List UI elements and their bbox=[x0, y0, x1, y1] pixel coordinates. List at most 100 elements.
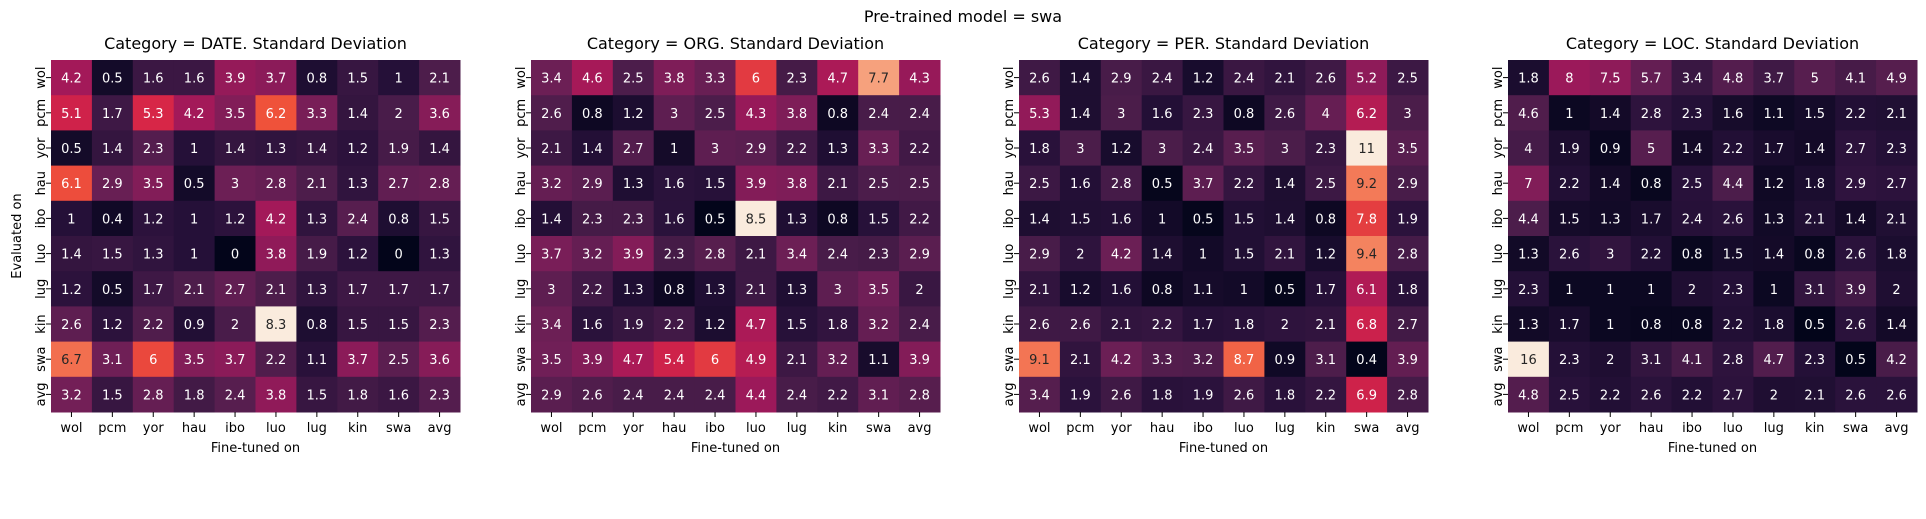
heatmap-cell bbox=[1835, 200, 1877, 237]
cell-value-label: 1.3 bbox=[307, 283, 328, 298]
heatmap-cell bbox=[1630, 306, 1673, 343]
cell-value-label: 1.2 bbox=[1315, 248, 1336, 263]
heatmap-cell bbox=[296, 200, 338, 237]
cell-value-label: 2.4 bbox=[827, 248, 848, 263]
cell-value-label: 2.6 bbox=[1723, 212, 1744, 227]
cell-value-label: 1.4 bbox=[1029, 212, 1050, 227]
cell-value-label: 5 bbox=[1647, 142, 1655, 157]
x-tick-label: yor bbox=[1111, 421, 1133, 436]
heatmap-cell bbox=[776, 271, 818, 307]
heatmap-cell bbox=[1346, 271, 1388, 307]
cell-value-label: 2 bbox=[395, 107, 403, 122]
cell-value-label: 1.4 bbox=[1070, 72, 1091, 87]
cell-value-label: 2.6 bbox=[1029, 318, 1050, 333]
cell-value-label: 2 bbox=[915, 283, 923, 298]
cell-value-label: 6.9 bbox=[1356, 388, 1377, 403]
cell-value-label: 3.1 bbox=[1804, 283, 1825, 298]
cell-value-label: 3.5 bbox=[868, 283, 889, 298]
cell-value-label: 3.8 bbox=[787, 107, 808, 122]
cell-value-label: 3.5 bbox=[184, 353, 205, 368]
heatmap-cell bbox=[858, 130, 900, 167]
cell-value-label: 3.4 bbox=[1029, 388, 1050, 403]
cell-value-label: 0.8 bbox=[307, 318, 328, 333]
heatmap-cell bbox=[612, 95, 655, 131]
heatmap-cell bbox=[296, 306, 338, 343]
x-tick-label: kin bbox=[1316, 421, 1335, 436]
heatmap-cell bbox=[1548, 200, 1591, 237]
heatmap-cell bbox=[1508, 95, 1550, 131]
heatmap-cell bbox=[694, 130, 736, 167]
heatmap-cell bbox=[91, 236, 134, 272]
heatmap-cell bbox=[1753, 200, 1795, 237]
cell-value-label: 0.8 bbox=[1682, 318, 1703, 333]
heatmap-cell bbox=[612, 271, 655, 307]
cell-value-label: 1.5 bbox=[705, 177, 726, 192]
heatmap-cell bbox=[91, 95, 134, 131]
cell-value-label: 2.3 bbox=[1315, 142, 1336, 157]
cell-value-label: 2.1 bbox=[1275, 72, 1296, 87]
heatmap-cell bbox=[1100, 165, 1143, 202]
heatmap-cell bbox=[255, 130, 297, 167]
cell-value-label: 6.1 bbox=[1356, 283, 1377, 298]
cell-value-label: 4.2 bbox=[61, 72, 82, 87]
heatmap-cell bbox=[571, 165, 614, 202]
heatmap-cell bbox=[817, 200, 859, 237]
cell-value-label: 2.7 bbox=[1397, 318, 1418, 333]
heatmap-cell bbox=[91, 165, 134, 202]
cell-value-label: 4.6 bbox=[1518, 107, 1539, 122]
heatmap-cell bbox=[1346, 95, 1388, 131]
heatmap-cell bbox=[1019, 306, 1061, 343]
x-tick-label: avg bbox=[428, 421, 452, 436]
heatmap-cell bbox=[91, 341, 134, 378]
heatmap-cell bbox=[419, 306, 461, 343]
heatmap-cell bbox=[255, 376, 297, 413]
cell-value-label: 1 bbox=[1606, 318, 1614, 333]
cell-value-label: 1.5 bbox=[429, 212, 450, 227]
cell-value-label: 0.8 bbox=[1152, 283, 1173, 298]
heatmap-cell bbox=[694, 200, 736, 237]
heatmap-cell bbox=[173, 306, 216, 343]
heatmap-cell bbox=[51, 306, 93, 343]
heatmap-cell bbox=[1712, 376, 1754, 413]
heatmap-cell bbox=[1059, 271, 1102, 307]
heatmap-cell bbox=[255, 271, 297, 307]
heatmap-cell bbox=[337, 95, 379, 131]
heatmap-cell bbox=[899, 271, 941, 307]
heatmap-cell bbox=[1346, 165, 1388, 202]
heatmap-cell bbox=[1019, 165, 1061, 202]
x-tick-label: pcm bbox=[1555, 421, 1583, 436]
heatmap-cell bbox=[1630, 165, 1673, 202]
cell-value-label: 3.1 bbox=[102, 353, 123, 368]
heatmap-cell bbox=[132, 341, 175, 378]
cell-value-label: 1.9 bbox=[1070, 388, 1091, 403]
heatmap-cell bbox=[1548, 130, 1591, 167]
heatmap-cell bbox=[531, 341, 573, 378]
heatmap-cell bbox=[296, 165, 338, 202]
cell-value-label: 5.3 bbox=[1029, 107, 1050, 122]
cell-value-label: 4.6 bbox=[582, 72, 603, 87]
heatmap-cell bbox=[1387, 271, 1429, 307]
cell-value-label: 4.9 bbox=[1886, 72, 1907, 87]
cell-value-label: 3 bbox=[1281, 142, 1289, 157]
cell-value-label: 4.3 bbox=[746, 107, 767, 122]
heatmap-cell bbox=[173, 95, 216, 131]
heatmap-cell bbox=[1835, 130, 1877, 167]
cell-value-label: 5.3 bbox=[143, 107, 164, 122]
cell-value-label: 2.7 bbox=[1845, 142, 1866, 157]
panel-title: Category = LOC. Standard Deviation bbox=[1566, 34, 1859, 53]
cell-value-label: 6.7 bbox=[61, 353, 82, 368]
heatmap-cell bbox=[1223, 165, 1265, 202]
cell-value-label: 1.4 bbox=[1152, 248, 1173, 263]
heatmap-cell bbox=[1589, 341, 1632, 378]
x-tick-label: luo bbox=[746, 421, 766, 436]
cell-value-label: 3.9 bbox=[1845, 283, 1866, 298]
cell-value-label: 2.2 bbox=[909, 142, 930, 157]
cell-value-label: 3 bbox=[1606, 248, 1614, 263]
cell-value-label: 3.2 bbox=[541, 177, 562, 192]
cell-value-label: 2.2 bbox=[1559, 177, 1580, 192]
cell-value-label: 0.8 bbox=[307, 72, 328, 87]
cell-value-label: 2.3 bbox=[1804, 353, 1825, 368]
cell-value-label: 6.2 bbox=[1356, 107, 1377, 122]
heatmap-cell bbox=[1630, 376, 1673, 413]
cell-value-label: 2.1 bbox=[1804, 212, 1825, 227]
